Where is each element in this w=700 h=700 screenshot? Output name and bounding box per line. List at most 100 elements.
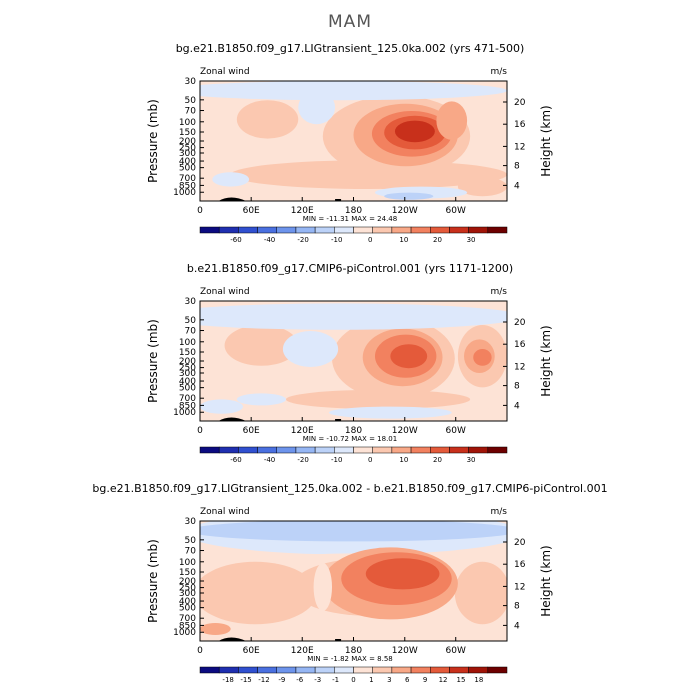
topography — [335, 199, 342, 201]
colorbar-swatch — [391, 666, 412, 674]
field-label: Zonal wind — [200, 287, 250, 297]
colorbar-swatch — [430, 666, 450, 674]
colorbar-label: 30 — [467, 456, 476, 464]
colorbar-swatch — [430, 446, 450, 454]
y-axis-label: Pressure (mb) — [146, 539, 160, 623]
y-tick-label: 70 — [185, 547, 197, 557]
contour-region — [457, 177, 507, 197]
colorbar-swatch — [353, 446, 373, 454]
x-tick-label: 120W — [392, 206, 418, 216]
contour-region — [200, 521, 507, 542]
colorbar-swatch — [391, 446, 412, 454]
x-tick-label: 0 — [197, 426, 203, 436]
contour-region — [200, 623, 231, 635]
x-tick-label: 0 — [197, 206, 203, 216]
x-tick-label: 60W — [446, 206, 466, 216]
colorbar-swatch — [353, 226, 373, 234]
y-tick-label: 400 — [179, 157, 196, 167]
height-tick-label: 12 — [514, 142, 525, 152]
colorbar-swatch — [276, 666, 297, 674]
min-max-stats: MIN = -10.72 MAX = 18.01 — [303, 435, 397, 443]
colorbar-swatch — [353, 666, 373, 674]
y-tick-label: 300 — [179, 369, 196, 379]
colorbar-swatch — [276, 446, 297, 454]
colorbar-swatch — [372, 666, 393, 674]
y-tick-label: 1000 — [173, 408, 196, 418]
y-tick-label: 850 — [179, 401, 196, 411]
x-tick-label: 180 — [345, 646, 362, 656]
height-tick-label: 8 — [514, 382, 520, 392]
colorbar-label: 15 — [456, 676, 465, 684]
contour-region — [298, 90, 336, 125]
y-tick-label: 250 — [179, 364, 196, 374]
units-label: m/s — [491, 67, 508, 77]
height-tick-label: 20 — [514, 98, 526, 108]
y-tick-label: 30 — [185, 77, 197, 87]
panel-title: b.e21.B1850.f09_g17.CMIP6-piControl.001 … — [187, 262, 513, 275]
x-tick-label: 60E — [243, 206, 260, 216]
colorbar-label: -10 — [331, 236, 342, 244]
colorbar-label: 6 — [405, 676, 410, 684]
units-label: m/s — [491, 507, 508, 517]
y-axis-right-label: Height (km) — [539, 105, 553, 176]
contour-region — [212, 172, 250, 187]
contour-region — [236, 100, 299, 139]
colorbar-swatch — [449, 446, 469, 454]
page-title: MAM — [328, 12, 372, 32]
y-tick-label: 200 — [179, 137, 196, 147]
colorbar-swatch — [295, 666, 316, 674]
colorbar-swatch — [238, 446, 258, 454]
height-tick-label: 8 — [514, 162, 520, 172]
y-tick-label: 500 — [179, 604, 196, 614]
field-label: Zonal wind — [200, 507, 250, 517]
min-max-stats: MIN = -1.82 MAX = 8.58 — [307, 655, 393, 663]
y-tick-label: 70 — [185, 327, 197, 337]
colorbar-swatch — [410, 446, 431, 454]
panel-title: bg.e21.B1850.f09_g17.LIGtransient_125.0k… — [176, 42, 525, 55]
colorbar-label: -12 — [258, 676, 269, 684]
contour-region — [224, 325, 299, 366]
y-tick-label: 400 — [179, 597, 196, 607]
height-tick-label: 20 — [514, 318, 526, 328]
height-tick-label: 4 — [514, 181, 520, 191]
topography — [218, 417, 247, 421]
colorbar-swatch — [468, 226, 489, 234]
colorbar-swatch — [314, 446, 335, 454]
contour-region — [384, 192, 434, 200]
y-tick-label: 300 — [179, 589, 196, 599]
colorbar-swatch — [276, 226, 297, 234]
height-tick-label: 12 — [514, 582, 525, 592]
height-tick-label: 20 — [514, 538, 526, 548]
x-tick-label: 120E — [291, 426, 314, 436]
colorbar-swatch — [391, 226, 412, 234]
colorbar-swatch — [487, 666, 508, 674]
colorbar-label: 10 — [399, 456, 408, 464]
y-tick-label: 50 — [185, 316, 197, 326]
y-tick-label: 200 — [179, 357, 196, 367]
colorbar-label: -40 — [264, 236, 275, 244]
contour-region — [313, 563, 333, 611]
colorbar-label: -60 — [230, 456, 241, 464]
colorbar-swatch — [199, 226, 220, 234]
colorbar-label: -6 — [296, 676, 304, 684]
contour-region — [328, 406, 452, 419]
x-tick-label: 0 — [197, 646, 203, 656]
contour-region — [394, 120, 435, 143]
contour-fill — [200, 81, 507, 201]
contour-region — [473, 349, 492, 366]
contour-region — [454, 561, 507, 625]
colorbar-swatch — [199, 666, 220, 674]
colorbar-label: -20 — [297, 236, 308, 244]
y-tick-label: 700 — [179, 614, 196, 624]
y-tick-label: 50 — [185, 536, 197, 546]
contour-region — [236, 393, 286, 406]
topography — [335, 639, 342, 641]
colorbar-swatch — [257, 666, 277, 674]
colorbar-label: 20 — [433, 236, 442, 244]
field-label: Zonal wind — [200, 67, 250, 77]
y-tick-label: 100 — [179, 558, 196, 568]
x-tick-label: 180 — [345, 426, 362, 436]
colorbar-swatch — [372, 226, 393, 234]
colorbar-label: 0 — [351, 676, 355, 684]
colorbar-label: 0 — [368, 456, 372, 464]
